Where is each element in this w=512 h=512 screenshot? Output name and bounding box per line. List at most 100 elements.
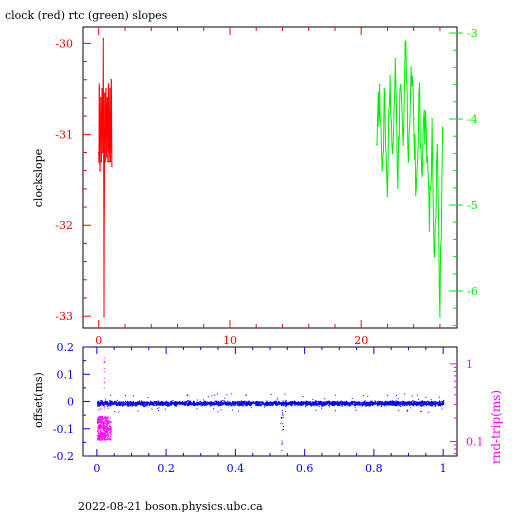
offset-point [154, 401, 156, 403]
offset-dip-point [282, 442, 283, 444]
offset-point [186, 400, 189, 402]
offset-point [422, 400, 424, 403]
offset-point [309, 403, 311, 405]
rnd-trip-point [98, 439, 101, 441]
clock-point [109, 88, 111, 90]
offset-point [411, 404, 413, 406]
offset-point [197, 401, 199, 404]
offset-point [281, 401, 283, 403]
offset-point [176, 403, 178, 406]
offset-point [392, 402, 394, 404]
offset-point [347, 403, 349, 405]
offset-point [243, 401, 245, 404]
offset-point [112, 402, 114, 404]
offset-point [105, 402, 107, 404]
offset-point [423, 403, 425, 405]
offset-point [392, 400, 395, 402]
rnd-trip-point [104, 436, 106, 438]
offset-point [109, 403, 111, 405]
offset-outlier [397, 398, 399, 400]
rnd-trip-point [103, 423, 105, 425]
rnd-trip-point [103, 427, 105, 429]
offset-point [382, 403, 384, 405]
offset-point [204, 400, 206, 402]
offset-point [290, 404, 292, 406]
offset-point [378, 401, 380, 403]
offset-outlier [354, 407, 356, 409]
offset-point [402, 401, 405, 403]
offset-point [187, 403, 190, 405]
offset-point [290, 403, 292, 405]
offset-point [325, 403, 327, 405]
offset-point [284, 403, 286, 405]
offset-point [210, 403, 212, 405]
offset-point [278, 401, 280, 403]
offset-point [322, 402, 325, 405]
rnd-trip-point [107, 435, 110, 437]
offset-point [199, 403, 201, 405]
offset-point [400, 405, 402, 407]
offset-point [392, 404, 394, 406]
rnd-trip-point [98, 435, 100, 437]
offset-point [369, 404, 372, 406]
offset-point [169, 405, 171, 407]
offset-point [285, 403, 287, 405]
offset-outlier [410, 407, 412, 409]
clock-point [109, 160, 112, 163]
offset-point [437, 403, 439, 405]
offset-point [413, 403, 415, 405]
offset-point [295, 403, 297, 405]
offset-point [393, 404, 396, 406]
offset-point [266, 400, 268, 402]
offset-point [288, 403, 291, 405]
offset-point [364, 400, 366, 402]
rnd-trip-point [110, 428, 112, 430]
offset-outlier [368, 405, 370, 407]
offset-point [425, 403, 427, 405]
offset-point [248, 403, 250, 405]
offset-point [106, 403, 108, 406]
offset-point [227, 403, 229, 406]
rnd-trip-point [100, 428, 102, 430]
offset-point [99, 402, 101, 404]
offset-point [402, 403, 404, 405]
offset-point [431, 400, 433, 403]
offset-point [303, 401, 305, 403]
offset-point [334, 401, 336, 403]
offset-point [369, 403, 371, 405]
offset-point [114, 401, 116, 403]
offset-point [197, 404, 199, 406]
rnd-trip-point [97, 421, 99, 423]
offset-point [340, 402, 343, 404]
rnd-trip-point [107, 427, 109, 429]
rtc-point [394, 58, 397, 60]
rnd-trip-point [106, 428, 108, 430]
offset-point [312, 403, 314, 406]
offset-point [323, 405, 325, 407]
offset-dip-point [282, 416, 284, 418]
offset-point [406, 401, 408, 403]
offset-point [205, 401, 207, 403]
offset-point [232, 403, 234, 405]
offset-point [200, 405, 202, 407]
offset-point [183, 401, 185, 404]
offset-point [335, 403, 337, 405]
offset-point [187, 405, 189, 407]
offset-point [245, 405, 247, 407]
offset-point [291, 404, 293, 406]
offset-dip-point [281, 417, 283, 419]
offset-outlier [217, 411, 219, 413]
offset-point [418, 401, 420, 403]
rnd-trip-point [101, 437, 103, 439]
offset-point [401, 403, 403, 405]
offset-point [332, 404, 335, 406]
offset-point [427, 401, 430, 403]
offset-point [97, 403, 99, 405]
offset-point [115, 402, 117, 404]
offset-point [340, 404, 342, 406]
offset-point [345, 403, 347, 405]
offset-point [131, 404, 133, 406]
offset-point [236, 402, 238, 405]
offset-point [366, 401, 368, 403]
